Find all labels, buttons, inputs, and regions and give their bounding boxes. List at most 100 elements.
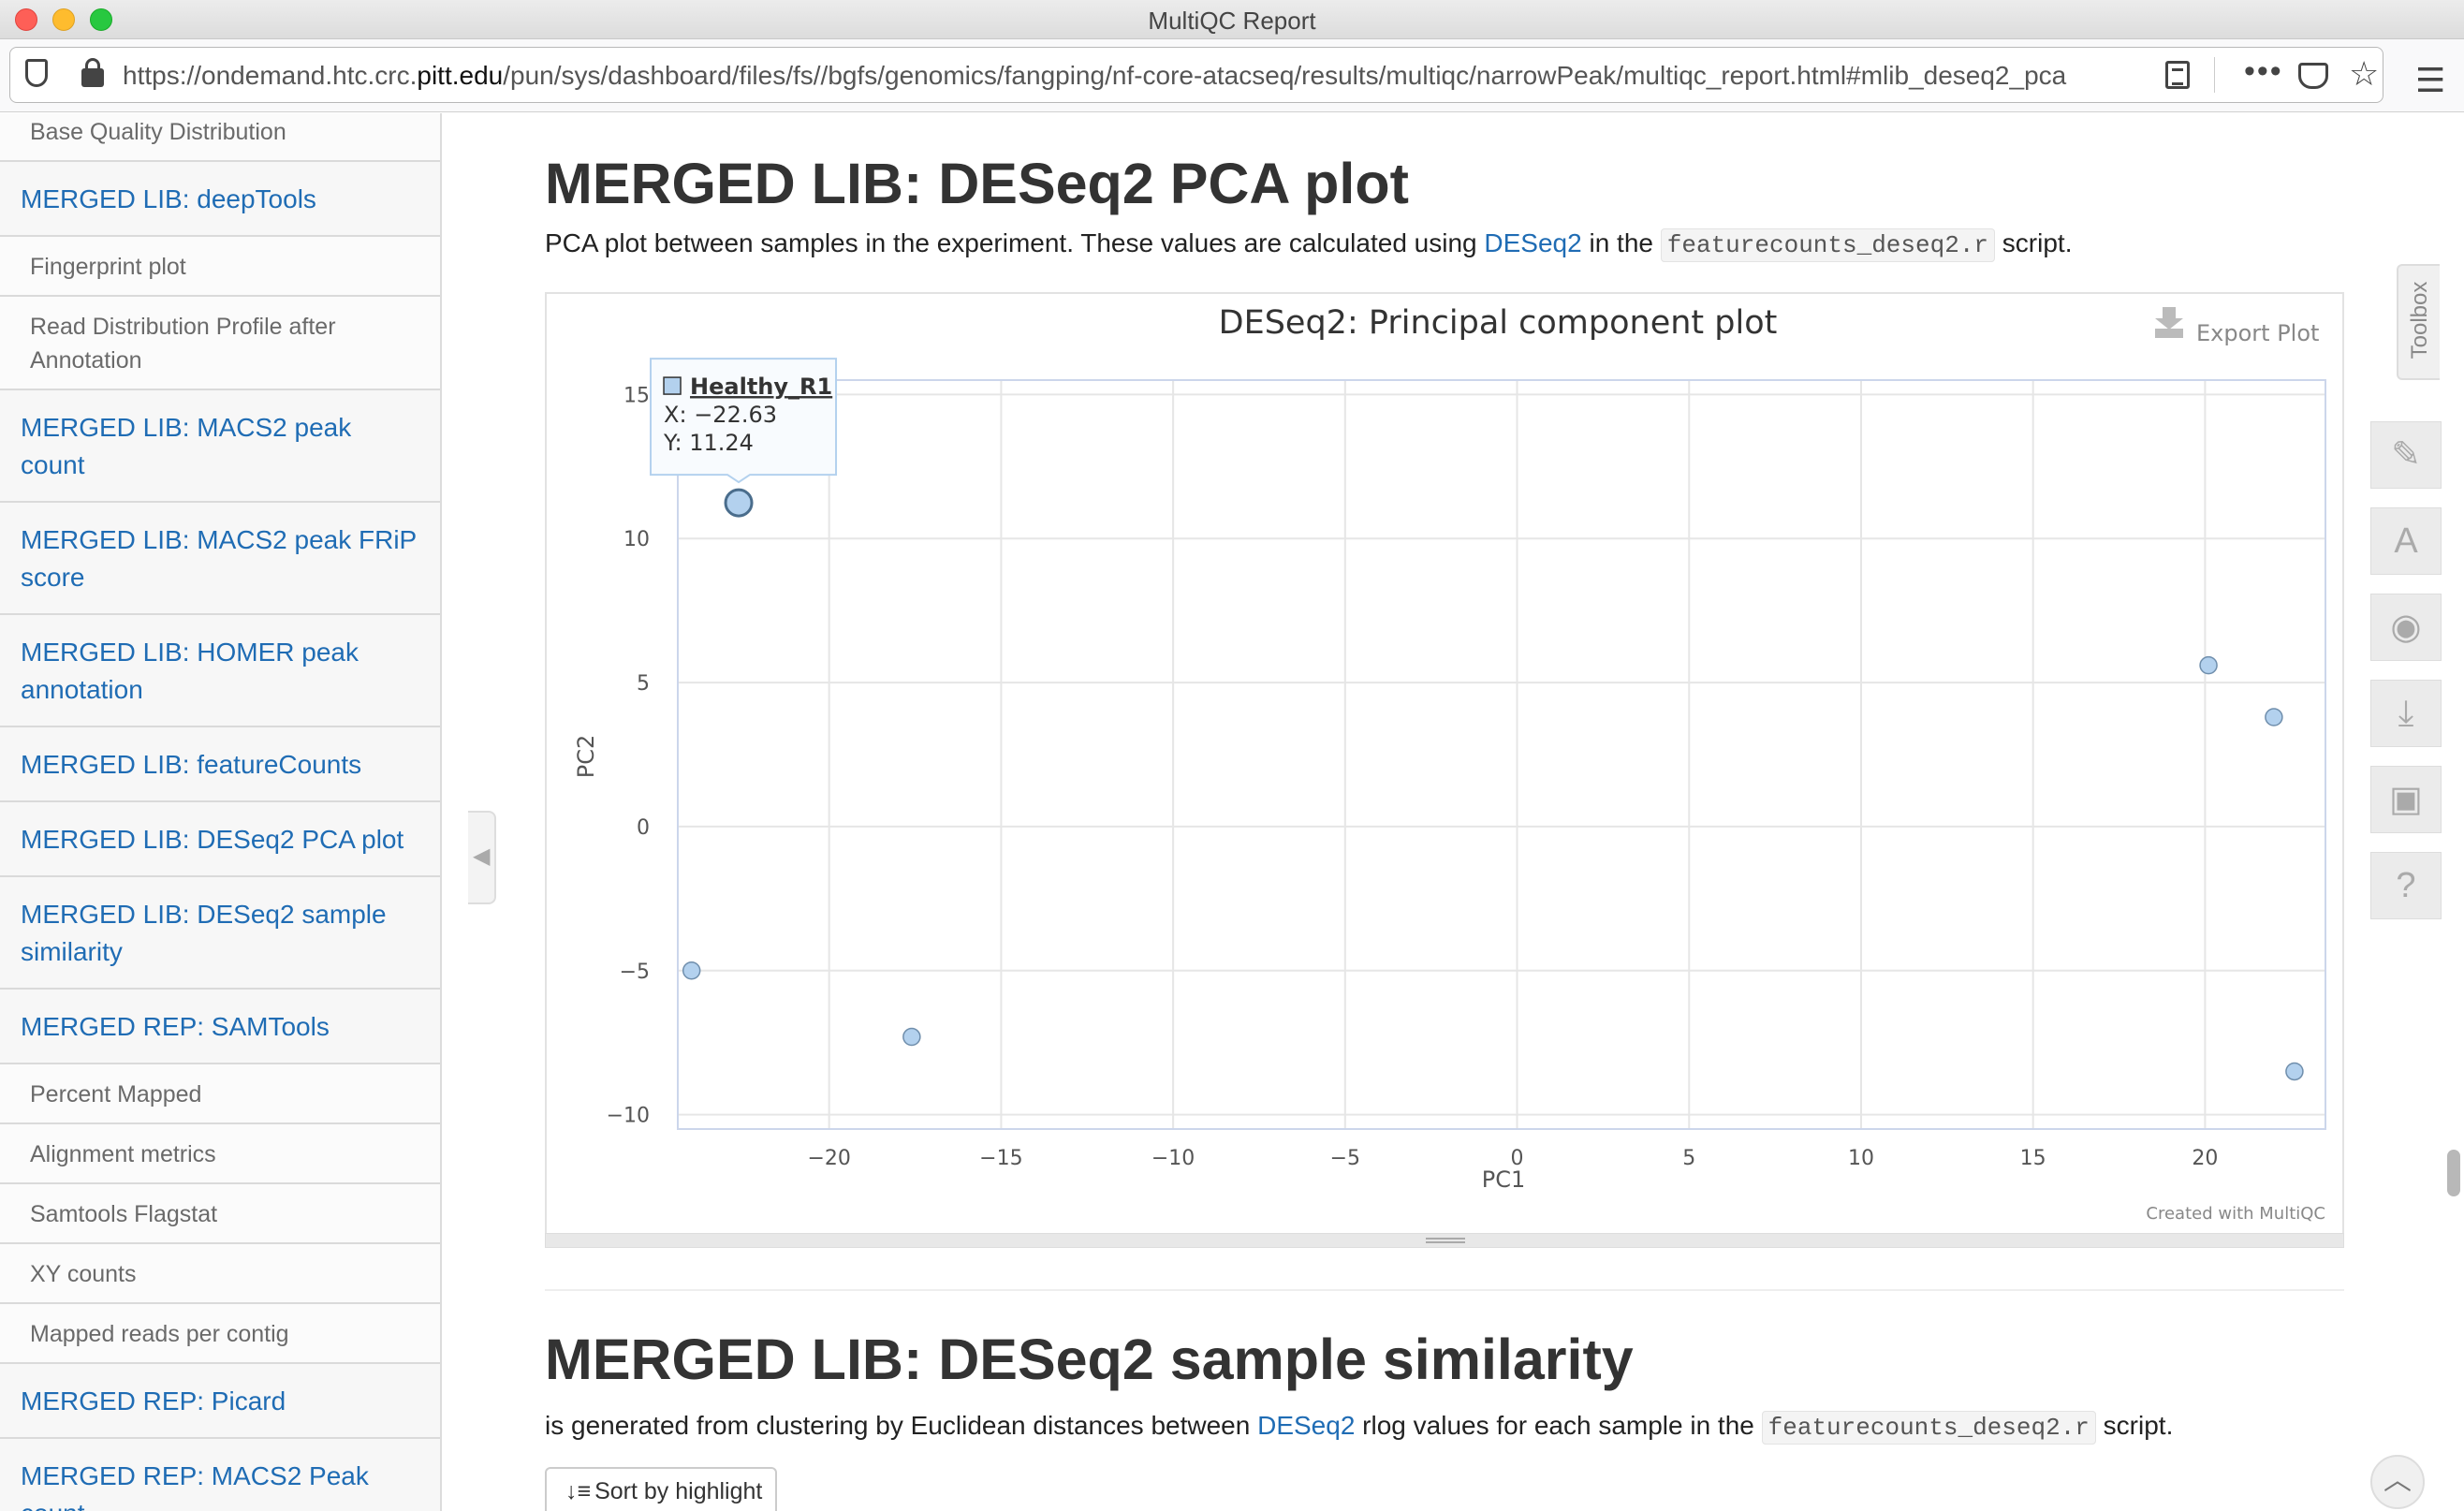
sidebar-item-label-line: MERGED LIB: DESeq2 sample — [21, 900, 387, 929]
sidebar-item[interactable]: MERGED LIB: featureCounts — [0, 727, 440, 802]
y-tick-label: 5 — [637, 672, 650, 696]
browser-toolbar: https://ondemand.htc.crc.pitt.edu/pun/sy… — [0, 39, 2464, 112]
section-description-similarity: is generated from clustering by Euclidea… — [545, 1411, 2173, 1445]
y-axis-label: PC2 — [573, 735, 599, 779]
toolbox-button[interactable]: ◉ — [2370, 594, 2442, 661]
sidebar-item[interactable]: Base Quality Distribution — [0, 113, 440, 162]
help-icon: ? — [2396, 866, 2416, 905]
data-points — [682, 488, 2304, 1081]
toolbox-button[interactable]: ✎ — [2370, 421, 2442, 489]
sidebar-item-label-line: MERGED LIB: featureCounts — [21, 750, 362, 779]
sidebar-item-label-line: Fingerprint plot — [30, 254, 186, 280]
toolbox-button[interactable]: ⤓ — [2370, 680, 2442, 747]
sort-by-highlight-button[interactable]: ↓≡ Sort by highlight — [545, 1467, 777, 1511]
plot-resize-handle[interactable] — [545, 1233, 2344, 1248]
toolbox-button[interactable]: ? — [2370, 852, 2442, 919]
sidebar-item-label: MERGED LIB: MACS2 peak FRiP score — [21, 521, 417, 596]
section-divider — [545, 1289, 2344, 1291]
sidebar-item-label-line: Mapped reads per contig — [30, 1321, 289, 1347]
x-tick-label: 5 — [1682, 1147, 1695, 1170]
url-host: pitt.edu — [417, 61, 504, 90]
save-icon: ▣ — [2389, 780, 2423, 819]
y-tick-label: 15 — [623, 384, 650, 407]
x-tick-label: −5 — [1330, 1147, 1360, 1170]
desc-text: is generated from clustering by Euclidea… — [545, 1411, 1258, 1440]
reader-view-icon[interactable] — [2165, 61, 2190, 89]
more-actions-icon[interactable]: ••• — [2244, 53, 2283, 89]
sidebar-item[interactable]: MERGED LIB: DESeq2 sample similarity — [0, 877, 440, 990]
close-window-button[interactable] — [15, 8, 37, 31]
sidebar-item[interactable]: Percent Mapped — [0, 1064, 440, 1124]
toolbox-button[interactable]: ▣ — [2370, 766, 2442, 833]
deseq2-link[interactable]: DESeq2 — [1257, 1411, 1356, 1440]
sidebar-item[interactable]: MERGED LIB: MACS2 peak count — [0, 390, 440, 503]
sidebar-item[interactable]: MERGED REP: SAMTools — [0, 990, 440, 1064]
sidebar-item-label-line: MERGED REP: MACS2 Peak — [21, 1461, 369, 1490]
data-point — [724, 488, 754, 518]
maximize-window-button[interactable] — [90, 8, 112, 31]
x-tick-label: 15 — [2020, 1147, 2046, 1170]
sidebar-item-label: MERGED LIB: DESeq2 sample similarity — [21, 896, 387, 971]
url-prefix: https://ondemand.htc.crc. — [123, 61, 418, 90]
sidebar-collapse-toggle[interactable]: ◀ — [468, 811, 496, 904]
sidebar-item-label-line: Alignment metrics — [30, 1141, 216, 1167]
sidebar-item-label: Base Quality Distribution — [30, 115, 286, 149]
desc-text: rlog values for each sample in the — [1355, 1411, 1762, 1440]
lock-icon[interactable] — [81, 58, 104, 87]
sidebar-item[interactable]: MERGED LIB: DESeq2 PCA plot — [0, 802, 440, 877]
section-description-pca: PCA plot between samples in the experime… — [545, 228, 2073, 262]
sidebar-item-label: MERGED LIB: DESeq2 PCA plot — [21, 821, 403, 858]
sidebar-item-label-line: MERGED REP: SAMTools — [21, 1012, 330, 1041]
sort-icon: ↓≡ — [565, 1478, 592, 1504]
pocket-icon[interactable] — [2298, 63, 2328, 89]
sidebar-item[interactable]: Read Distribution Profile after Annotatio… — [0, 297, 440, 390]
bookmark-star-icon[interactable]: ☆ — [2349, 54, 2380, 93]
y-tick-label: 0 — [637, 816, 650, 840]
sidebar-item[interactable]: MERGED LIB: HOMER peak annotation — [0, 615, 440, 727]
sidebar-item-label: MERGED LIB: MACS2 peak count — [21, 409, 351, 484]
sidebar-item[interactable]: MERGED REP: MACS2 Peak count — [0, 1439, 440, 1511]
sidebar-item[interactable]: XY counts — [0, 1244, 440, 1304]
axes — [677, 379, 2326, 1130]
toolbox-button[interactable]: A — [2370, 507, 2442, 575]
point-tooltip: Healthy_R1 X: −22.63 Y: 11.24 — [650, 358, 838, 484]
font-icon: A — [2394, 521, 2418, 561]
sidebar-item-label-line: MERGED LIB: MACS2 peak — [21, 413, 352, 442]
sidebar-item-label: MERGED LIB: HOMER peak annotation — [21, 634, 359, 709]
minimize-window-button[interactable] — [52, 8, 75, 31]
sidebar-item-label: MERGED REP: Picard — [21, 1383, 286, 1420]
x-tick-label: −15 — [979, 1147, 1022, 1170]
script-code: featurecounts_deseq2.r — [1761, 1411, 2096, 1445]
address-bar[interactable]: https://ondemand.htc.crc.pitt.edu/pun/sy… — [9, 47, 2383, 103]
grid-lines — [678, 380, 2325, 1129]
sidebar-item[interactable]: Mapped reads per contig — [0, 1304, 440, 1364]
desc-text: script. — [1995, 228, 2073, 257]
sidebar-item-label-line: MERGED LIB: HOMER peak — [21, 638, 359, 667]
scroll-to-top-button[interactable]: ︿ — [2370, 1455, 2425, 1509]
url-text[interactable]: https://ondemand.htc.crc.pitt.edu/pun/sy… — [123, 61, 2145, 91]
section-title-similarity: MERGED LIB: DESeq2 sample similarity — [545, 1328, 1634, 1391]
page-scrollbar[interactable] — [2447, 1150, 2460, 1196]
sidebar-item-label: Percent Mapped — [30, 1078, 201, 1111]
tooltip-sample-name: Healthy_R1 — [690, 374, 832, 400]
export-plot-button[interactable]: Export Plot — [2155, 307, 2319, 346]
sidebar-item[interactable]: MERGED REP: Picard — [0, 1364, 440, 1439]
sidebar-item[interactable]: Fingerprint plot — [0, 237, 440, 297]
sidebar-item-label-line: MERGED LIB: deepTools — [21, 184, 316, 213]
chevron-left-icon: ◀ — [473, 844, 491, 869]
sidebar-item-label-line: Base Quality Distribution — [30, 119, 286, 145]
sidebar-item-label-line: MERGED LIB: DESeq2 PCA plot — [21, 825, 404, 854]
sidebar-item-label-line: similarity — [21, 937, 123, 966]
report-nav-sidebar: Base Quality Distribution MERGED LIB: dee… — [0, 113, 442, 1511]
x-axis-label: PC1 — [1482, 1166, 1526, 1193]
hamburger-menu-icon[interactable]: ☰ — [2415, 61, 2446, 99]
x-tick-label: 0 — [1511, 1147, 1524, 1170]
sidebar-item[interactable]: MERGED LIB: MACS2 peak FRiP score — [0, 503, 440, 615]
deseq2-link[interactable]: DESeq2 — [1484, 228, 1582, 257]
sidebar-item[interactable]: Samtools Flagstat — [0, 1184, 440, 1244]
sidebar-item[interactable]: MERGED LIB: deepTools — [0, 162, 440, 237]
data-point — [682, 961, 701, 980]
shield-icon[interactable] — [25, 59, 48, 87]
sidebar-item[interactable]: Alignment metrics — [0, 1124, 440, 1184]
toolbox-tab[interactable]: Toolbox — [2397, 264, 2440, 380]
